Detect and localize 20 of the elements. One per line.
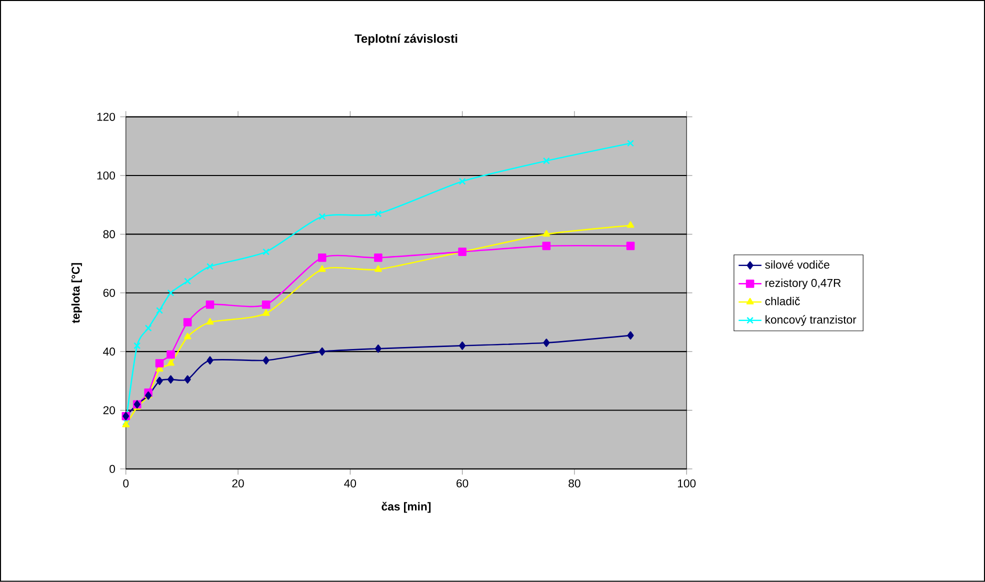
x-tick-label: 100 [678, 479, 696, 488]
legend-label: chladič [765, 296, 800, 306]
y-tick-label: 20 [103, 406, 116, 414]
y-tick-label: 0 [110, 465, 116, 474]
y-tick-label: 120 [97, 112, 116, 121]
x-tick-label: 60 [456, 479, 468, 488]
chart-title: Teplotní závislosti [354, 34, 458, 46]
x-tick-label: 0 [123, 479, 129, 488]
x-axis-title: čas [min] [382, 502, 431, 513]
legend-label: silové vodiče [765, 260, 830, 269]
x-tick-label: 20 [232, 479, 244, 488]
x-tick-label: 80 [568, 479, 580, 488]
legend-label: koncový tranzistor [766, 315, 856, 326]
y-tick-label: 80 [103, 230, 116, 238]
y-axis-title: teplota [°C] [71, 263, 82, 324]
y-tick-label: 60 [103, 288, 116, 298]
x-tick-label: 40 [344, 479, 356, 488]
y-tick-label: 100 [97, 172, 116, 180]
y-tick-label: 40 [103, 348, 116, 356]
legend-label: rezistory 0,47R [766, 278, 841, 290]
